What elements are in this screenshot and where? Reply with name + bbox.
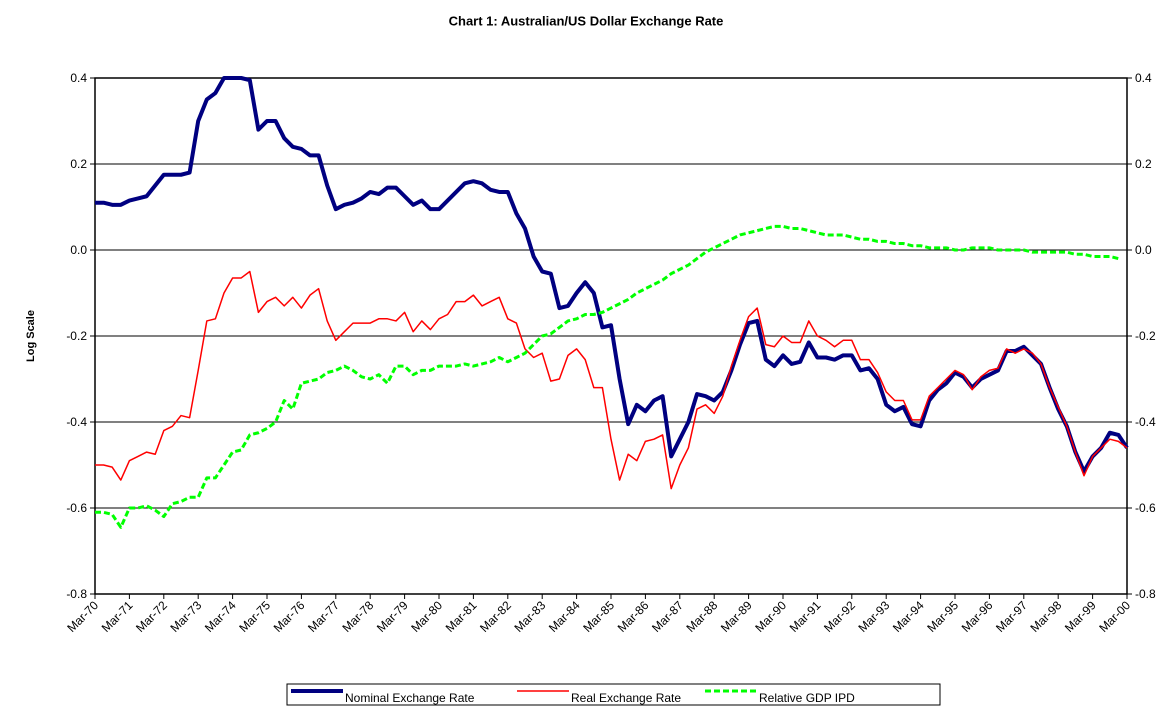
x-tick-label: Mar-91 [787,598,824,635]
x-tick-label: Mar-74 [202,598,239,635]
x-tick-label: Mar-99 [1062,598,1099,635]
x-tick-label: Mar-83 [512,598,549,635]
x-tick-label: Mar-95 [924,598,961,635]
x-tick-label: Mar-92 [821,598,858,635]
y-tick-label: 0.2 [70,157,87,171]
legend-label: Nominal Exchange Rate [345,691,475,705]
y-axis-label: Log Scale [25,310,37,362]
x-tick-label: Mar-85 [580,598,617,635]
series-line [95,270,1128,490]
y2-tick-label: -0.6 [1135,501,1156,515]
series-line [95,76,1129,474]
y2-tick-label: 0.2 [1135,157,1152,171]
y2-tick-label: -0.8 [1135,587,1156,601]
y2-tick-label: 0.4 [1135,71,1152,85]
x-tick-label: Mar-73 [168,598,205,635]
chart-title: Chart 1: Australian/US Dollar Exchange R… [449,13,724,28]
x-tick-label: Mar-81 [443,598,480,635]
x-tick-label: Mar-00 [1096,598,1133,635]
x-tick-label: Mar-96 [959,598,996,635]
x-tick-label: Mar-79 [374,598,411,635]
y-tick-label: 0.4 [70,71,87,85]
y-tick-label: -0.2 [66,329,87,343]
x-tick-label: Mar-87 [649,598,686,635]
x-tick-label: Mar-94 [890,598,927,635]
y2-tick-label: -0.2 [1135,329,1156,343]
y2-tick-label: 0.0 [1135,243,1152,257]
x-tick-label: Mar-97 [993,598,1030,635]
x-tick-label: Mar-75 [236,598,273,635]
x-tick-label: Mar-88 [684,598,721,635]
y-tick-label: -0.6 [66,501,87,515]
x-tick-label: Mar-76 [271,598,308,635]
x-tick-label: Mar-90 [752,598,789,635]
y-tick-label: -0.8 [66,587,87,601]
legend-label: Real Exchange Rate [571,691,681,705]
y2-tick-label: -0.4 [1135,415,1156,429]
y-tick-label: 0.0 [70,243,87,257]
x-tick-label: Mar-72 [133,598,170,635]
legend-label: Relative GDP IPD [759,691,855,705]
x-tick-label: Mar-80 [408,598,445,635]
x-tick-label: Mar-93 [856,598,893,635]
series-line [95,224,1119,529]
x-tick-label: Mar-98 [1028,598,1065,635]
x-tick-label: Mar-84 [546,598,583,635]
y-tick-label: -0.4 [66,415,87,429]
x-tick-label: Mar-77 [305,598,342,635]
x-tick-label: Mar-78 [340,598,377,635]
x-tick-label: Mar-71 [99,598,136,635]
x-tick-label: Mar-86 [615,598,652,635]
x-tick-label: Mar-89 [718,598,755,635]
legend-box [286,683,941,706]
x-tick-label: Mar-82 [477,598,514,635]
x-tick-label: Mar-70 [64,598,101,635]
